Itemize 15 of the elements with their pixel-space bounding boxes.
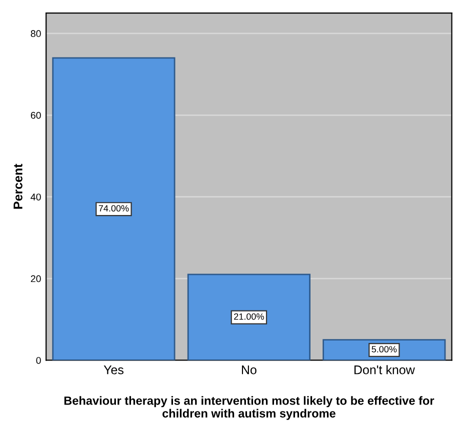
- y-tick-label: 20: [30, 275, 41, 282]
- y-tick-label: 60: [30, 112, 41, 119]
- bar: [187, 274, 310, 360]
- x-tick-label: Yes: [104, 366, 124, 374]
- data-label: 74.00%: [98, 205, 129, 212]
- y-tick-label: 80: [30, 30, 41, 38]
- y-tick-label: 40: [30, 194, 41, 200]
- y-tick-label: 0: [36, 356, 41, 364]
- x-tick-label: Don't know: [354, 365, 415, 374]
- x-tick-label: No: [242, 366, 256, 374]
- bar: [52, 57, 176, 360]
- x-axis-title: Behaviour therapy is an intervention most likely to be effective for children with autism syndrome: [64, 396, 434, 420]
- data-label: 5.00%: [372, 346, 397, 352]
- y-axis-title: Percent: [14, 164, 22, 209]
- data-label: 21.00%: [234, 313, 264, 320]
